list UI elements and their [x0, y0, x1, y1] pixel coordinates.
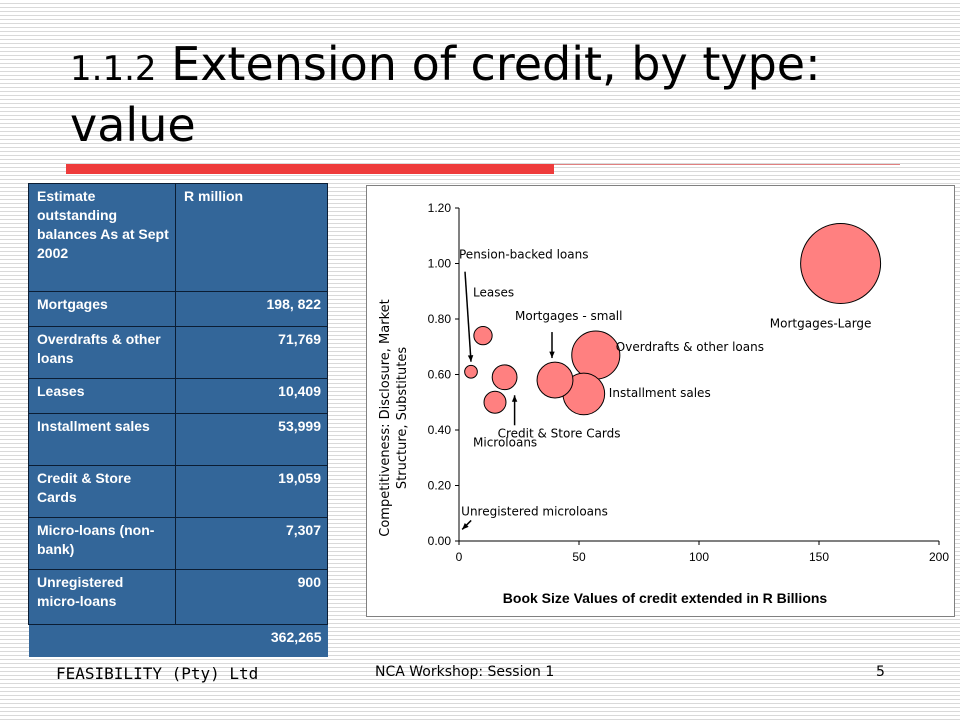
y-tick-label: 0.00: [428, 534, 452, 548]
x-tick-label: 150: [809, 550, 829, 564]
table-cell-value: 53,999: [175, 413, 328, 466]
bubble-chart-svg: 0.00 0.20 0.40 0.60 0.80 1.00 1.20 0 50 100 150 200…: [378, 201, 949, 606]
table-row: Unregistered micro-loans 900: [28, 569, 328, 625]
table-cell-value: 7,307: [175, 517, 328, 570]
bubble-label: Mortgages-Large: [770, 317, 872, 331]
table-row: Overdrafts & other loans 71,769: [28, 326, 328, 379]
x-tick-label: 0: [456, 550, 463, 564]
table-row: Mortgages 198, 822: [28, 291, 328, 327]
pointer-arrowhead: [511, 395, 518, 402]
table-total-label-cell: [28, 624, 176, 657]
table-header-cell: Estimate outstanding balances As at Sept…: [28, 183, 176, 292]
table-header-cell: R million: [175, 183, 328, 292]
table-cell-label: Micro-loans (non-bank): [28, 517, 176, 570]
bubble-label: Credit & Store Cards: [498, 426, 621, 440]
title-thin-rule: [554, 164, 900, 165]
table-row: Micro-loans (non-bank) 7,307: [28, 517, 328, 570]
table-cell-value: 900: [175, 569, 328, 625]
y-tick-label: 1.00: [428, 257, 452, 271]
y-tick-label: 0.40: [428, 423, 452, 437]
title-text: Extension of credit, by type: value: [70, 37, 821, 152]
title-accent-rule: [66, 164, 554, 174]
pointer-arrowhead: [549, 351, 555, 359]
y-axis-label: Competitiveness: Disclosure, Market Struc…: [378, 299, 410, 536]
footer-company: FEASIBILITY (Pty) Ltd: [56, 664, 259, 683]
title-number: 1.1.2: [70, 49, 157, 89]
table-row: Leases 10,409: [28, 378, 328, 414]
table-row: Credit & Store Cards 19,059: [28, 465, 328, 518]
bubble-point: [571, 330, 621, 380]
table-cell-value: 19,059: [175, 465, 328, 518]
table-cell-label: Installment sales: [28, 413, 176, 466]
x-axis-label: Book Size Values of credit extended in R…: [503, 590, 828, 606]
bubble-label: Overdrafts & other loans: [616, 340, 764, 354]
table-cell-value: 198, 822: [175, 291, 328, 327]
x-tick-label: 200: [929, 550, 949, 564]
y-tick-label: 0.80: [428, 312, 452, 326]
bubble-point: [491, 364, 518, 391]
table-cell-label: Credit & Store Cards: [28, 465, 176, 518]
y-tick-label: 1.20: [428, 201, 452, 215]
table-cell-value: 10,409: [175, 378, 328, 414]
table-cell-label: Unregistered micro-loans: [28, 569, 176, 625]
table-total-row: 362,265: [28, 624, 328, 657]
bubble-point: [536, 361, 574, 399]
pointer-arrow: [464, 271, 472, 362]
footer-session: NCA Workshop: Session 1: [375, 664, 555, 680]
pointer-arrowhead: [462, 522, 469, 530]
bubble-point: [473, 326, 493, 346]
table-cell-label: Mortgages: [28, 291, 176, 327]
x-tick-label: 100: [689, 550, 709, 564]
bubble-label: Unregistered microloans: [461, 504, 608, 518]
bubble-point: [800, 223, 882, 304]
table-cell-value: 71,769: [175, 326, 328, 379]
table-row: Installment sales 53,999: [28, 413, 328, 466]
y-tick-label: 0.60: [428, 368, 452, 382]
page-number: 5: [876, 664, 885, 680]
credit-balances-table: Estimate outstanding balances As at Sept…: [28, 183, 328, 657]
table-total-value: 362,265: [175, 624, 328, 657]
table-cell-label: Overdrafts & other loans: [28, 326, 176, 379]
table-header-row: Estimate outstanding balances As at Sept…: [28, 183, 328, 292]
bubble-label: Mortgages - small: [515, 309, 622, 323]
x-tick-label: 50: [572, 550, 586, 564]
bubble-chart: 0.00 0.20 0.40 0.60 0.80 1.00 1.20 0 50 100 150 200…: [366, 185, 955, 617]
y-tick-label: 0.20: [428, 479, 452, 493]
bubble-point: [483, 390, 507, 414]
bubble-label: Installment sales: [609, 386, 711, 400]
bubble-point: [464, 364, 478, 379]
pointer-arrowhead: [467, 355, 474, 362]
bubble-label: Leases: [473, 286, 514, 300]
bubble-label: Pension-backed loans: [459, 248, 588, 262]
table-cell-label: Leases: [28, 378, 176, 414]
bubble-label: Microloans: [473, 435, 537, 449]
slide-title: 1.1.2 Extension of credit, by type: valu…: [70, 36, 930, 153]
